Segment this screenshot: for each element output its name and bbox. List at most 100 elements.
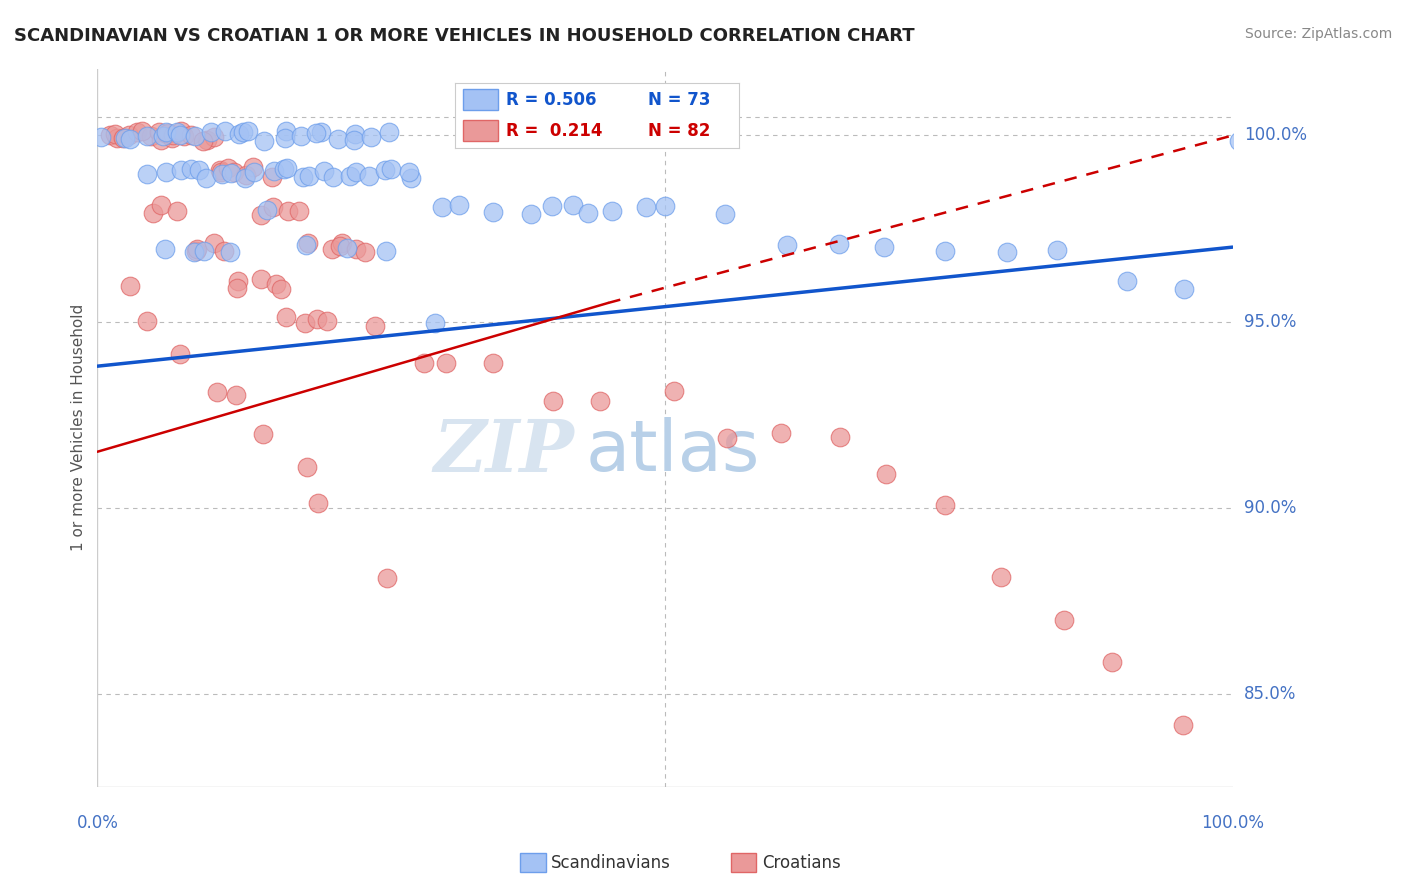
Point: [186, 243, 208, 257]
Point: [399, 170, 422, 185]
Point: [1227, 134, 1250, 148]
Point: [354, 245, 377, 260]
Point: [270, 282, 292, 296]
Point: [295, 238, 318, 252]
Text: 95.0%: 95.0%: [1244, 312, 1296, 331]
Point: [226, 281, 249, 295]
Point: [166, 204, 188, 219]
Point: [360, 130, 382, 145]
Point: [169, 128, 191, 143]
Point: [156, 127, 179, 141]
Point: [769, 425, 792, 440]
Text: 100.0%: 100.0%: [1201, 814, 1264, 832]
Point: [202, 130, 225, 145]
Point: [374, 244, 396, 259]
Point: [180, 162, 202, 177]
Point: [520, 206, 543, 220]
Point: [187, 162, 209, 177]
Point: [482, 355, 505, 369]
Point: [828, 430, 851, 444]
Point: [374, 162, 396, 177]
Point: [654, 199, 676, 213]
Point: [934, 244, 956, 258]
Point: [776, 238, 799, 252]
Point: [344, 242, 367, 256]
Point: [249, 272, 271, 286]
Point: [111, 131, 134, 145]
Point: [219, 245, 242, 260]
Point: [1171, 718, 1194, 732]
Point: [135, 129, 157, 144]
Point: [330, 235, 353, 250]
Point: [149, 133, 172, 147]
Point: [136, 314, 159, 328]
Point: [228, 127, 250, 141]
Point: [307, 496, 329, 510]
Point: [235, 168, 257, 182]
Point: [274, 131, 297, 145]
Point: [209, 165, 232, 179]
Point: [329, 238, 352, 252]
Point: [412, 356, 434, 370]
Point: [169, 347, 191, 361]
Point: [217, 161, 239, 176]
Point: [193, 244, 215, 258]
Point: [714, 206, 737, 220]
Point: [873, 239, 896, 253]
Point: [364, 319, 387, 334]
Point: [375, 571, 398, 585]
Point: [226, 274, 249, 288]
Point: [225, 388, 247, 402]
Point: [1101, 655, 1123, 669]
Point: [150, 197, 173, 211]
Y-axis label: 1 or more Vehicles in Household: 1 or more Vehicles in Household: [72, 304, 86, 551]
Point: [173, 128, 195, 143]
Point: [326, 132, 349, 146]
Text: 85.0%: 85.0%: [1244, 684, 1296, 703]
Point: [211, 167, 233, 181]
Point: [339, 169, 361, 183]
Point: [344, 127, 367, 141]
Point: [105, 131, 128, 145]
Point: [294, 316, 316, 330]
Point: [200, 125, 222, 139]
Point: [589, 394, 612, 409]
Point: [1220, 803, 1243, 817]
Point: [208, 162, 231, 177]
Text: Source: ZipAtlas.com: Source: ZipAtlas.com: [1244, 27, 1392, 41]
Point: [195, 133, 218, 147]
Point: [827, 236, 849, 251]
Point: [136, 167, 159, 181]
Point: [990, 570, 1012, 584]
Point: [160, 130, 183, 145]
Point: [432, 200, 454, 214]
Text: ZIP: ZIP: [433, 417, 574, 487]
Point: [222, 164, 245, 178]
Point: [600, 203, 623, 218]
Point: [155, 164, 177, 178]
Point: [434, 356, 457, 370]
Point: [242, 161, 264, 175]
Point: [309, 125, 332, 139]
Point: [114, 130, 136, 145]
Point: [1053, 613, 1076, 627]
Point: [290, 128, 312, 143]
Point: [263, 164, 285, 178]
Point: [295, 459, 318, 474]
Point: [449, 197, 471, 211]
Point: [152, 129, 174, 144]
Point: [423, 317, 446, 331]
Point: [205, 385, 228, 400]
Point: [262, 200, 284, 214]
Point: [576, 206, 599, 220]
Point: [183, 244, 205, 259]
Point: [276, 161, 298, 175]
Point: [273, 162, 295, 177]
Point: [184, 128, 207, 143]
Point: [276, 124, 298, 138]
Point: [662, 384, 685, 398]
Point: [297, 235, 319, 250]
Point: [276, 310, 298, 324]
Point: [155, 125, 177, 139]
Point: [153, 242, 176, 256]
